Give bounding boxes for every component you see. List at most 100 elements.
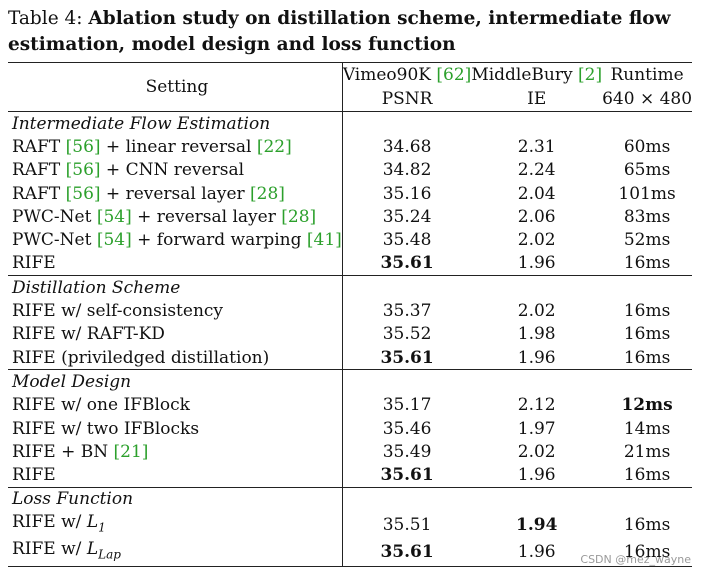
- runtime-cell: 14ms: [623, 418, 671, 439]
- ie-cell: 2.31: [517, 136, 556, 157]
- empty-cell: [471, 275, 603, 300]
- header-middlebury: MiddleBury [2]: [471, 62, 603, 87]
- setting-cell: RAFT [56] + CNN reversal: [8, 158, 343, 182]
- section-title: Distillation Scheme: [8, 275, 343, 300]
- header-middlebury-ref[interactable]: [2]: [578, 65, 603, 85]
- runtime-cell: 16ms: [623, 347, 671, 368]
- psnr-cell: 35.24: [382, 206, 432, 227]
- setting-text: RAFT: [12, 136, 66, 157]
- header-middlebury-label: MiddleBury: [471, 65, 573, 85]
- psnr-cell: 35.51: [382, 514, 432, 535]
- ie-cell: 1.96: [517, 347, 556, 368]
- runtime-cell: 16ms: [623, 301, 671, 322]
- empty-cell: [342, 486, 472, 512]
- empty-cell: [471, 111, 603, 136]
- psnr-cell: 35.48: [382, 230, 432, 251]
- table-row: RIFE w/ L1 35.51 1.94 16ms: [8, 511, 692, 539]
- runtime-cell: 16ms: [623, 253, 671, 274]
- setting-cell: RAFT [56] + linear reversal [22]: [8, 135, 343, 159]
- ie-cell: 2.24: [517, 160, 556, 181]
- setting-cell: RIFE w/ RAFT-KD: [8, 322, 343, 346]
- psnr-cell: 35.61: [342, 538, 472, 567]
- ie-cell: 1.97: [517, 418, 556, 439]
- empty-cell: [342, 369, 472, 394]
- setting-cell: RIFE w/ LLap: [8, 538, 343, 567]
- table-caption: Table 4: Ablation study on distillation …: [8, 6, 696, 58]
- citation-link[interactable]: [28]: [281, 206, 317, 227]
- citation-link[interactable]: [21]: [113, 441, 149, 462]
- table-row: RIFE + BN [21] 35.49 2.02 21ms: [8, 440, 692, 464]
- empty-cell: [342, 111, 472, 136]
- section-title: Loss Function: [8, 486, 343, 512]
- table-row: RIFE 35.61 1.96 16ms: [8, 463, 692, 488]
- psnr-cell: 35.46: [382, 418, 432, 439]
- header-vimeo-ref[interactable]: [62]: [436, 65, 472, 85]
- ie-cell: 2.06: [517, 206, 556, 227]
- section-header: Intermediate Flow Estimation: [8, 111, 693, 136]
- table-row: RIFE w/ one IFBlock 35.17 2.12 12ms: [8, 393, 692, 417]
- setting-text: RIFE + BN: [12, 441, 114, 462]
- ie-cell: 1.96: [517, 253, 556, 274]
- table-row: RIFE w/ self-consistency 35.37 2.02 16ms: [8, 299, 692, 323]
- header-vimeo-label: Vimeo90K: [342, 65, 431, 85]
- setting-text: RIFE w/ RAFT-KD: [12, 324, 165, 345]
- header-resolution: 640 × 480: [602, 89, 693, 109]
- setting-text: RIFE w/: [12, 512, 87, 533]
- section-header: Model Design: [8, 369, 693, 394]
- table-row: PWC-Net [54] + forward warping [41] 35.48…: [8, 228, 692, 252]
- ie-cell: 2.12: [517, 395, 556, 416]
- psnr-cell: 35.16: [382, 183, 432, 204]
- header-vimeo: Vimeo90K [62]: [342, 62, 472, 87]
- setting-text: RIFE w/ two IFBlocks: [12, 418, 200, 439]
- citation-link[interactable]: [41]: [306, 230, 342, 251]
- citation-link[interactable]: [56]: [65, 183, 101, 204]
- header-setting: Setting: [8, 62, 343, 112]
- ie-cell: 1.94: [516, 514, 558, 535]
- citation-link[interactable]: [22]: [256, 136, 292, 157]
- runtime-cell: 16ms: [623, 324, 671, 345]
- setting-text: RIFE (priviledged distillation): [12, 347, 270, 368]
- ie-cell: 2.02: [517, 301, 556, 322]
- caption-title: Ablation study on distillation scheme, i…: [8, 8, 671, 55]
- empty-cell: [602, 486, 693, 512]
- loss-subscript: Lap: [98, 547, 121, 562]
- citation-link[interactable]: [54]: [96, 230, 132, 251]
- section-title: Model Design: [8, 369, 343, 394]
- psnr-cell: 35.61: [380, 253, 434, 274]
- setting-cell: RIFE: [8, 463, 343, 488]
- setting-cell: RIFE w/ L1: [8, 511, 343, 539]
- empty-cell: [471, 369, 603, 394]
- ablation-table: Setting Vimeo90K [62] MiddleBury [2] Run…: [8, 62, 693, 567]
- setting-cell: RIFE w/ one IFBlock: [8, 393, 343, 417]
- setting-text: PWC-Net: [12, 206, 97, 227]
- empty-cell: [602, 275, 693, 300]
- runtime-cell: 83ms: [623, 206, 671, 227]
- psnr-cell: 34.82: [382, 160, 432, 181]
- citation-link[interactable]: [56]: [65, 160, 101, 181]
- table-row: RIFE w/ two IFBlocks 35.46 1.97 14ms: [8, 416, 692, 441]
- setting-text: + reversal layer: [131, 206, 282, 227]
- runtime-cell: 21ms: [623, 441, 671, 462]
- loss-symbol: L: [86, 539, 99, 560]
- setting-text: RIFE: [12, 465, 56, 486]
- setting-text: RAFT: [12, 160, 66, 181]
- setting-text: + linear reversal: [100, 136, 257, 157]
- empty-cell: [602, 111, 693, 136]
- citation-link[interactable]: [54]: [96, 206, 132, 227]
- setting-cell: RIFE (priviledged distillation): [8, 345, 343, 370]
- table-row: RAFT [56] + reversal layer [28] 35.16 2.04…: [8, 181, 692, 206]
- table-row: RAFT [56] + linear reversal [22] 34.68 2.3…: [8, 135, 692, 159]
- runtime-cell: 12ms: [621, 395, 673, 416]
- setting-cell: PWC-Net [54] + reversal layer [28]: [8, 205, 343, 229]
- setting-cell: RIFE w/ two IFBlocks: [8, 416, 343, 441]
- runtime-cell: 16ms: [623, 514, 671, 535]
- citation-link[interactable]: [56]: [65, 136, 101, 157]
- ie-cell: 1.96: [471, 538, 603, 567]
- loss-symbol: L: [86, 512, 99, 533]
- watermark: CSDN @mez_wayne: [580, 553, 691, 566]
- psnr-cell: 35.49: [382, 441, 432, 462]
- psnr-cell: 35.17: [382, 395, 432, 416]
- citation-link[interactable]: [28]: [250, 183, 285, 204]
- setting-text: RIFE: [12, 253, 56, 274]
- runtime-cell: 101ms: [618, 183, 676, 204]
